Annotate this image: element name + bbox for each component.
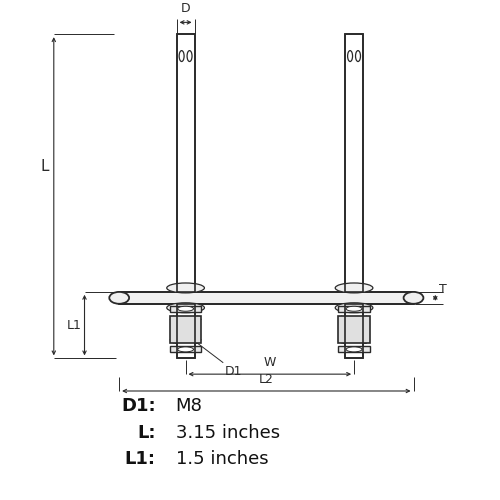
Text: D: D <box>181 2 190 16</box>
Ellipse shape <box>346 347 362 352</box>
Ellipse shape <box>178 306 194 311</box>
Bar <box>345 304 363 358</box>
Ellipse shape <box>110 292 129 304</box>
Bar <box>170 316 202 344</box>
Ellipse shape <box>348 50 352 62</box>
Text: L1: L1 <box>67 318 82 332</box>
Text: L: L <box>40 159 49 174</box>
Ellipse shape <box>404 292 423 304</box>
Ellipse shape <box>346 306 362 311</box>
Text: T: T <box>440 284 447 296</box>
Ellipse shape <box>335 303 373 312</box>
Bar <box>338 306 370 312</box>
Ellipse shape <box>178 347 194 352</box>
Bar <box>119 292 414 304</box>
Text: L1:: L1: <box>125 450 156 468</box>
Text: L:: L: <box>138 424 156 442</box>
Bar <box>176 34 194 292</box>
Text: M8: M8 <box>176 397 203 415</box>
Text: 3.15 inches: 3.15 inches <box>176 424 280 442</box>
Text: 1.5 inches: 1.5 inches <box>176 450 268 468</box>
Bar <box>170 346 202 352</box>
Bar <box>345 34 363 292</box>
Text: W: W <box>264 356 276 369</box>
Ellipse shape <box>179 50 184 62</box>
Ellipse shape <box>167 303 204 312</box>
Text: L2: L2 <box>259 373 274 386</box>
Bar <box>345 304 363 358</box>
Bar <box>176 304 194 358</box>
Text: D1:: D1: <box>121 397 156 415</box>
Ellipse shape <box>356 50 360 62</box>
Bar <box>345 34 363 292</box>
Bar <box>338 346 370 352</box>
Text: D1: D1 <box>225 364 242 378</box>
Ellipse shape <box>335 283 373 293</box>
Bar <box>170 306 202 312</box>
Ellipse shape <box>167 283 204 293</box>
Bar <box>176 304 194 358</box>
Bar <box>338 316 370 344</box>
Bar <box>176 34 194 292</box>
Ellipse shape <box>187 50 192 62</box>
